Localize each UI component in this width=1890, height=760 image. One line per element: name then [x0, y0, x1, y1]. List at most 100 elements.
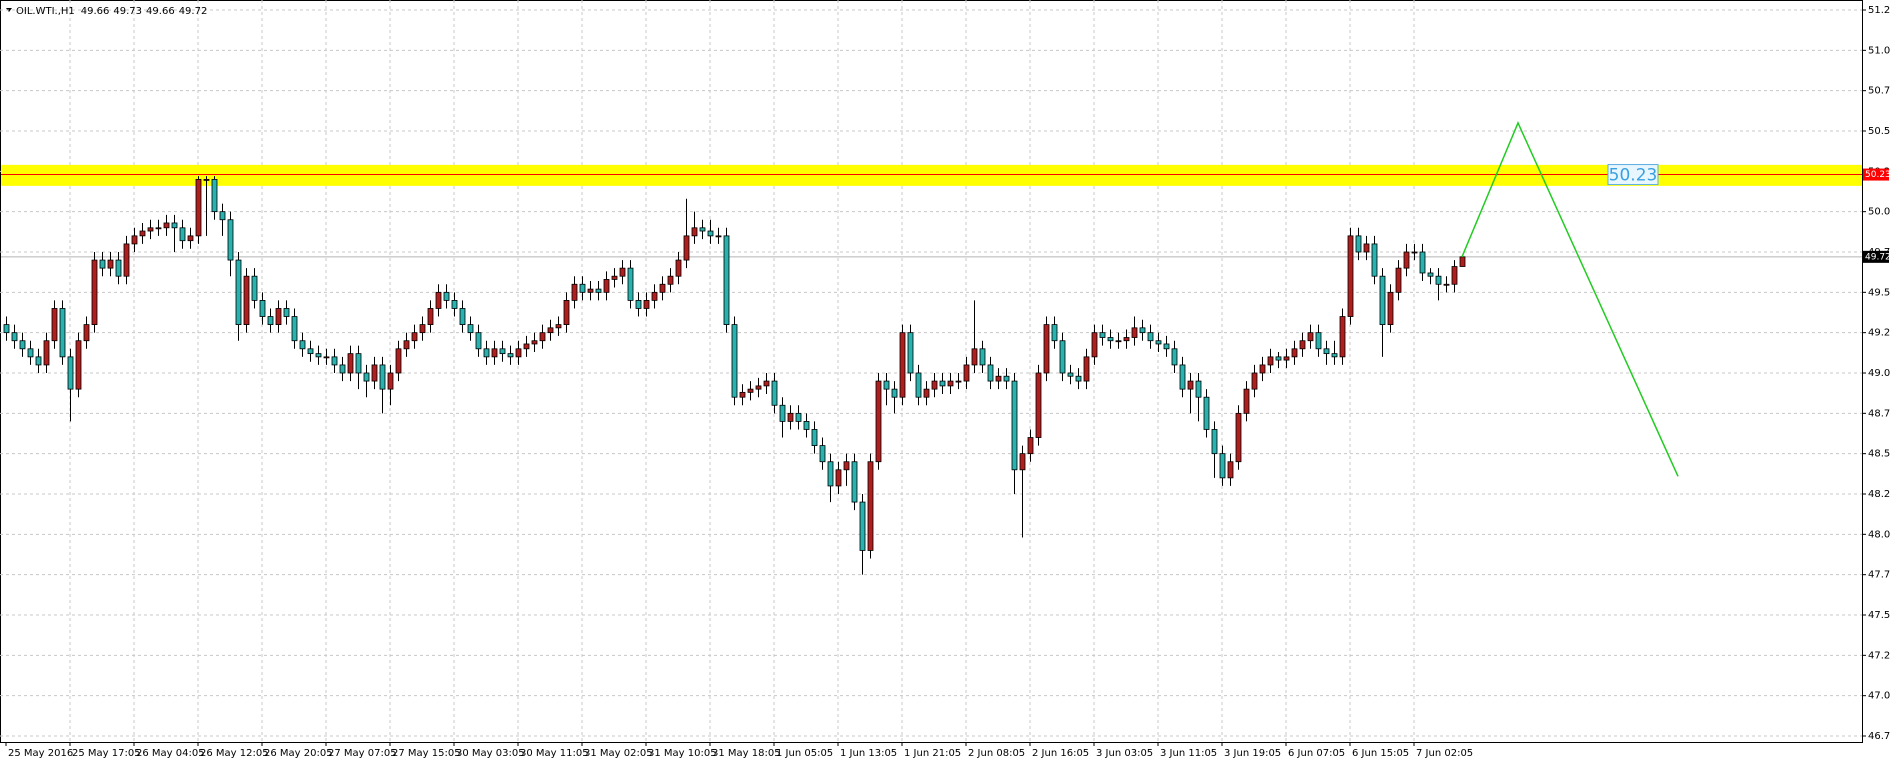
candle-body	[1339, 316, 1346, 358]
candle-body	[771, 380, 778, 406]
candle-body	[43, 340, 50, 366]
candle-body	[563, 299, 570, 325]
candle-body	[979, 348, 986, 366]
y-tick-label: 46.75	[1868, 731, 1890, 742]
header-open: 49.66	[81, 6, 110, 17]
candle-body	[1171, 348, 1178, 366]
candle-body	[891, 388, 898, 398]
candle-body	[3, 324, 10, 334]
candle-body	[907, 332, 914, 374]
candle-body	[1371, 243, 1378, 277]
y-tick-label: 48.25	[1868, 489, 1890, 500]
candle-body	[595, 288, 602, 293]
candle-body	[483, 348, 490, 358]
candle-body	[379, 364, 386, 390]
candle-body	[747, 388, 754, 393]
x-tick-label: 3 Jun 03:05	[1096, 748, 1153, 759]
candle-body	[291, 316, 298, 342]
candle-body	[627, 267, 634, 301]
candle-body	[1115, 340, 1122, 343]
candle-body	[1331, 353, 1338, 358]
candle-body	[1019, 453, 1026, 471]
candle-body	[923, 388, 930, 398]
candle-body	[659, 283, 666, 293]
candle-body	[227, 219, 234, 261]
header-low: 49.66	[146, 6, 175, 17]
candle-body	[675, 259, 682, 277]
y-tick-label: 49.25	[1868, 328, 1890, 339]
candle-body	[899, 332, 906, 398]
candle-body	[491, 348, 498, 358]
candle-body	[643, 299, 650, 309]
x-tick-label: 6 Jun 07:05	[1288, 748, 1345, 759]
candle-body	[1283, 356, 1290, 361]
header-close: 49.72	[179, 6, 208, 17]
candle-body	[843, 461, 850, 471]
candle-body	[1451, 266, 1458, 285]
candle-body	[1315, 332, 1322, 350]
candle-body	[27, 348, 34, 358]
candle-body	[211, 178, 218, 213]
candle-body	[163, 222, 170, 229]
candle-body	[971, 348, 978, 366]
candle-body	[955, 380, 962, 383]
candle-body	[787, 412, 794, 422]
candle-body	[1403, 251, 1410, 269]
y-tick-label: 48.75	[1868, 408, 1890, 419]
candle-body	[1211, 429, 1218, 455]
x-tick-label: 3 Jun 11:05	[1160, 748, 1217, 759]
y-tick-label: 51.25	[1868, 5, 1890, 16]
candle-body	[411, 332, 418, 342]
candle-body	[59, 308, 66, 358]
candle-body	[1155, 340, 1162, 345]
candle-body	[1443, 283, 1450, 286]
candle-body	[931, 380, 938, 390]
candle-body	[995, 375, 1002, 382]
x-tick-label: 25 May 17:05	[72, 748, 141, 759]
candle-body	[1011, 380, 1018, 471]
candle-body	[947, 380, 954, 387]
candle-body	[139, 230, 146, 237]
candle-body	[1187, 380, 1194, 390]
candle-body	[515, 348, 522, 358]
level-tag-label: 50.23	[1865, 170, 1890, 180]
candle-body	[243, 275, 250, 326]
candle-body	[1459, 256, 1466, 267]
candle-body	[371, 364, 378, 382]
level-label: 50.23	[1609, 166, 1658, 186]
candle-body	[395, 348, 402, 374]
level-band	[1, 164, 1862, 186]
candle-body	[475, 332, 482, 350]
candle-body	[1147, 332, 1154, 342]
candle-body	[531, 340, 538, 345]
candle-body	[1251, 372, 1258, 390]
candle-body	[347, 353, 354, 374]
candle-body	[259, 299, 266, 317]
x-tick-label: 7 Jun 02:05	[1416, 748, 1473, 759]
candle-body	[339, 364, 346, 374]
candle-body	[1419, 251, 1426, 274]
candle-body	[867, 461, 874, 551]
candle-body	[1411, 251, 1418, 254]
x-tick-label: 31 May 02:05	[584, 748, 653, 759]
candle-body	[1323, 348, 1330, 355]
candle-body	[203, 178, 210, 181]
candle-body	[419, 324, 426, 334]
candle-body	[1195, 380, 1202, 398]
candle-body	[323, 356, 330, 359]
candle-body	[1003, 375, 1010, 382]
candle-body	[1291, 348, 1298, 358]
candle-body	[1243, 388, 1250, 414]
candle-body	[547, 327, 554, 334]
candle-body	[619, 267, 626, 277]
candle-body	[763, 380, 770, 387]
candle-body	[555, 324, 562, 329]
candle-body	[1363, 243, 1370, 253]
candle-body	[635, 299, 642, 309]
candle-body	[1043, 324, 1050, 374]
candle-body	[1435, 275, 1442, 285]
candle-body	[1307, 332, 1314, 342]
candle-body	[811, 429, 818, 447]
